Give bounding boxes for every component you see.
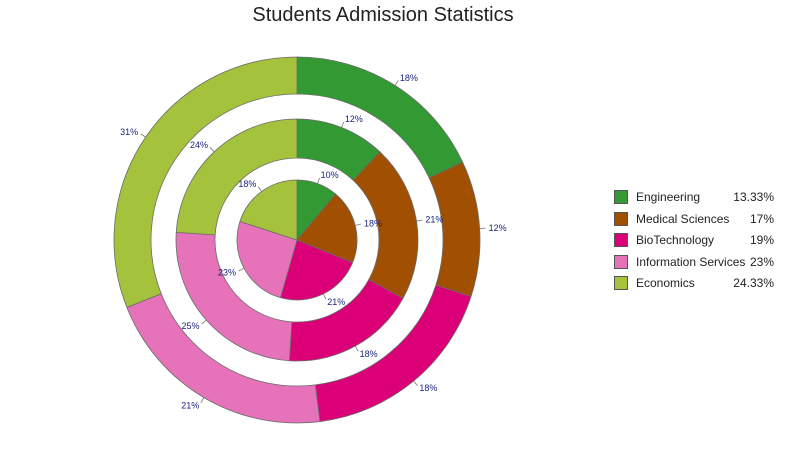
leader-inner-0 [317,177,320,184]
leader-outer-3 [200,397,205,403]
leader-inner-1 [355,223,362,226]
legend-label: Information Services [636,254,746,269]
legend-item-engineering[interactable]: Engineering 13.33% [614,189,774,211]
data-label-inner-biotechnology: 21% [327,297,345,307]
data-label-inner-economics: 18% [238,179,256,189]
legend-swatch [614,233,628,248]
data-label-inner-medical-sciences: 18% [364,218,382,228]
legend-value: 17% [749,211,774,226]
legend-swatch [614,190,628,204]
data-label-outer-economics: 31% [120,127,138,137]
slice-inner-medical-sciences[interactable] [296,193,358,263]
data-label-middle-economics: 24% [190,140,208,150]
data-label-middle-biotechnology: 18% [360,349,378,359]
legend-value: 24.33% [733,276,774,291]
slice-middle-medical-sciences[interactable] [352,151,419,299]
legend-label: Medical Sciences [636,211,730,226]
data-label-middle-engineering: 12% [345,114,363,124]
leader-middle-4 [209,147,215,153]
data-label-inner-engineering: 10% [321,170,339,180]
slice-inner-economics[interactable] [239,179,298,241]
legend-value: 13.33% [733,190,774,204]
legend-label: Engineering [636,190,701,204]
legend-value: 19% [749,233,774,248]
legend-label: Economics [636,276,695,291]
data-label-outer-engineering: 18% [400,73,418,83]
slice-inner-information-services[interactable] [236,220,298,299]
leader-middle-3 [201,319,207,325]
data-label-outer-information-services: 21% [181,400,199,410]
legend-value: 23% [749,254,774,269]
legend-swatch [614,276,628,291]
slice-outer-economics[interactable] [113,56,298,308]
data-label-inner-information-services: 23% [218,267,236,277]
leader-middle-1 [416,219,423,222]
legend-label: BioTechnology [636,233,715,248]
chart-title: Students Admission Statistics [252,4,514,26]
data-label-middle-medical-sciences: 21% [425,215,443,225]
legend-item-biotechnology[interactable]: BioTechnology 19% [614,232,774,254]
legend-item-information-services[interactable]: Information Services 23% [614,254,774,276]
leader-outer-4 [140,133,146,138]
leader-middle-2 [354,345,359,352]
slice-outer-medical-sciences[interactable] [428,161,481,298]
leader-inner-2 [322,293,327,300]
leader-outer-2 [413,380,418,386]
slice-middle-economics[interactable] [175,118,298,236]
leader-inner-4 [257,186,263,192]
leader-middle-0 [341,121,345,128]
data-label-middle-information-services: 25% [181,321,199,331]
legend-swatch [614,211,628,226]
legend-item-medical-sciences[interactable]: Medical Sciences 17% [614,211,774,233]
legend: Engineering 13.33% Medical Sciences 17% BioT… [614,189,774,297]
legend-swatch [614,254,628,269]
data-label-outer-biotechnology: 18% [419,383,437,393]
legend-item-economics[interactable]: Economics 24.33% [614,275,774,297]
leader-inner-3 [238,267,245,272]
leader-outer-0 [394,80,399,86]
data-label-outer-medical-sciences: 12% [489,223,507,233]
